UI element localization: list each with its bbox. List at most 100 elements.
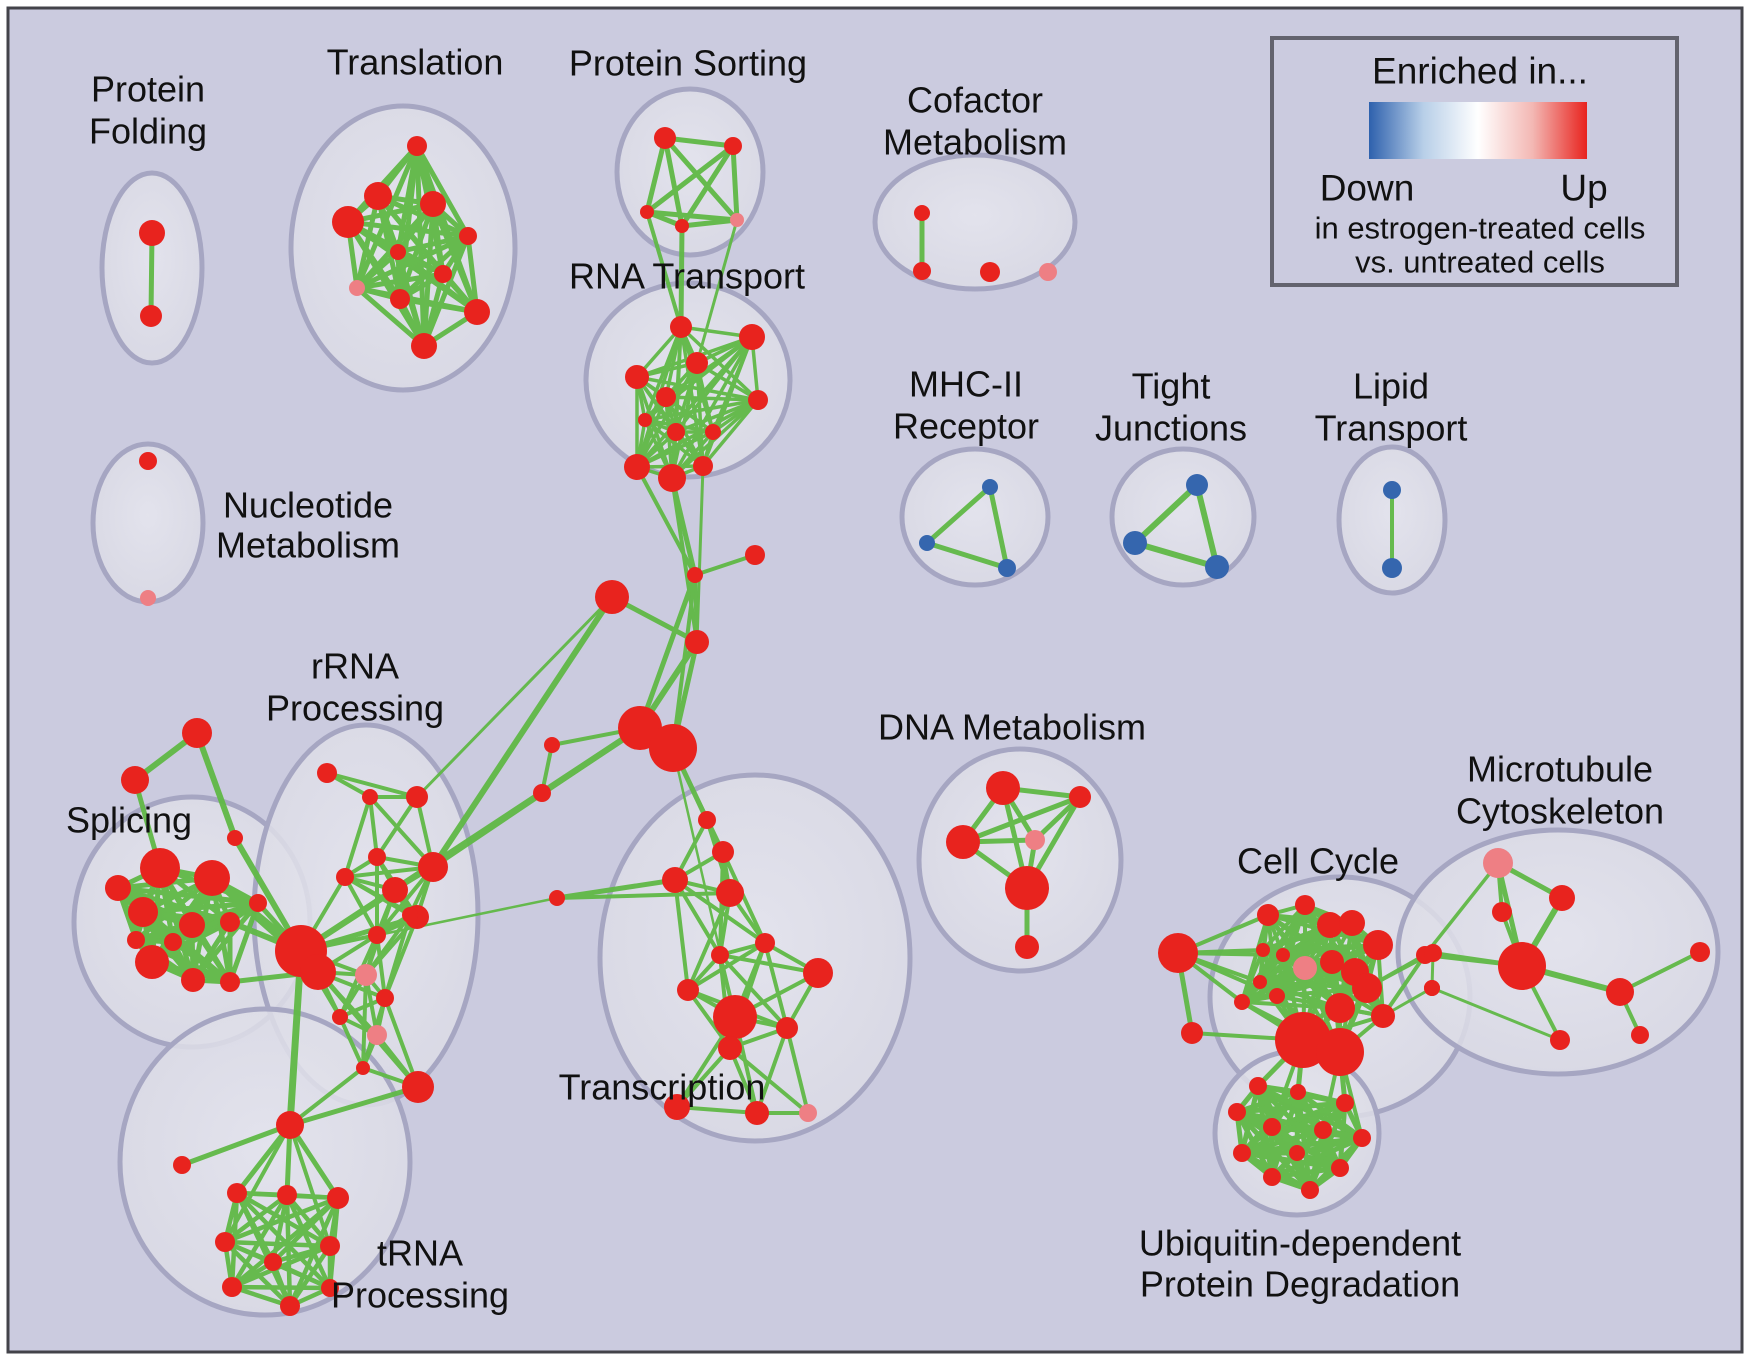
gene-set-node-sp1 bbox=[140, 848, 180, 888]
gene-set-node-dn6 bbox=[1015, 935, 1039, 959]
edge bbox=[286, 947, 305, 1129]
gene-set-node-h3 bbox=[327, 1187, 349, 1209]
gene-set-node-tr5 bbox=[459, 227, 477, 245]
gene-set-node-rr1 bbox=[317, 763, 337, 783]
legend-down-label: Down bbox=[1320, 168, 1415, 209]
cluster-label-lipid-transport: Transport bbox=[1315, 408, 1468, 449]
cluster-label-nucleotide-metabolism: Metabolism bbox=[216, 525, 400, 566]
edge bbox=[395, 249, 480, 315]
edge bbox=[1430, 986, 1562, 1042]
gene-set-node-cf1 bbox=[914, 205, 930, 221]
gene-set-node-ub12 bbox=[1301, 1181, 1319, 1199]
edge bbox=[662, 135, 740, 223]
edge bbox=[960, 794, 1083, 845]
gene-set-node-cn6 bbox=[533, 784, 551, 802]
edge bbox=[223, 1123, 292, 1244]
edge bbox=[635, 465, 697, 577]
edge bbox=[288, 1123, 332, 1248]
edge bbox=[701, 398, 760, 468]
gene-set-node-st3 bbox=[227, 830, 243, 846]
gene-set-node-rt7 bbox=[667, 423, 685, 441]
edge bbox=[343, 875, 379, 937]
gene-set-node-h9 bbox=[321, 1279, 339, 1297]
edge bbox=[222, 1195, 341, 1245]
gene-set-node-cf4 bbox=[1039, 263, 1057, 281]
gene-set-node-rrh2 bbox=[300, 954, 336, 990]
gene-set-node-ps5 bbox=[730, 213, 744, 227]
gene-set-node-cc12 bbox=[1253, 975, 1267, 989]
gene-set-node-mt9 bbox=[1550, 1030, 1570, 1050]
cluster-ellipse-protein-sorting bbox=[614, 86, 766, 258]
edge bbox=[643, 418, 705, 468]
gene-set-node-dn2 bbox=[1069, 786, 1091, 808]
edge bbox=[1258, 980, 1369, 990]
edge bbox=[763, 941, 789, 1030]
edge bbox=[299, 896, 559, 953]
gene-set-node-tj3 bbox=[1205, 555, 1229, 579]
gene-set-node-rt10 bbox=[693, 456, 713, 476]
gene-set-node-pf2 bbox=[140, 305, 162, 327]
gene-set-node-rt1 bbox=[670, 316, 692, 338]
legend-subtitle-line2: vs. untreated cells bbox=[1355, 245, 1605, 280]
gene-set-node-tx6 bbox=[711, 946, 729, 964]
cluster-label-mhc-ii-receptor: MHC-II bbox=[909, 364, 1023, 405]
cluster-label-microtubule-cytoskeleton: Microtubule bbox=[1467, 749, 1653, 790]
gene-set-node-tr8 bbox=[349, 280, 365, 296]
edge bbox=[229, 1192, 290, 1290]
cluster-label-trna-processing: Processing bbox=[331, 1275, 509, 1316]
cluster-label-splicing: Splicing bbox=[66, 800, 192, 841]
edge bbox=[397, 296, 480, 315]
cluster-label-cell-cycle: Cell Cycle bbox=[1237, 841, 1399, 882]
gene-set-node-tx4 bbox=[716, 879, 744, 907]
edge bbox=[354, 285, 427, 349]
gene-set-node-tr3 bbox=[420, 191, 446, 217]
edge bbox=[555, 891, 732, 900]
edge bbox=[368, 795, 435, 869]
gene-set-node-mt7 bbox=[1606, 978, 1634, 1006]
cluster-label-protein-folding: Protein bbox=[91, 69, 205, 110]
edge bbox=[1132, 540, 1220, 570]
legend-gradient-bar bbox=[1369, 102, 1587, 159]
gene-set-node-rt3 bbox=[686, 352, 708, 374]
gene-set-node-sp11 bbox=[127, 931, 145, 949]
gene-set-node-cf2 bbox=[913, 262, 931, 280]
gene-set-node-tl bbox=[173, 1156, 191, 1174]
edge bbox=[1423, 861, 1500, 957]
edge bbox=[670, 476, 699, 644]
edge bbox=[414, 143, 471, 239]
gene-set-node-tx7 bbox=[677, 979, 699, 1001]
gene-set-node-sp2 bbox=[194, 860, 230, 896]
gene-set-node-tx8 bbox=[803, 958, 833, 988]
gene-set-node-ps3 bbox=[640, 205, 654, 219]
edge bbox=[693, 553, 757, 577]
gene-set-node-cc20 bbox=[1181, 1022, 1203, 1044]
gene-set-node-tx10 bbox=[776, 1017, 798, 1039]
edge bbox=[664, 395, 760, 402]
edge bbox=[1269, 1165, 1343, 1180]
edge bbox=[644, 209, 740, 223]
edge bbox=[375, 933, 387, 1000]
cluster-label-ubiquitin-degradation: Protein Degradation bbox=[1140, 1264, 1460, 1305]
gene-set-node-ub8 bbox=[1233, 1144, 1251, 1162]
gene-set-node-rr8 bbox=[418, 852, 448, 882]
legend-title: Enriched in... bbox=[1372, 51, 1588, 92]
edge bbox=[287, 1243, 333, 1309]
gene-set-node-rt2 bbox=[739, 324, 765, 350]
gene-set-node-tr7 bbox=[434, 265, 452, 283]
edge bbox=[755, 1026, 789, 1115]
cluster-ellipse-cofactor-metabolism bbox=[872, 152, 1078, 292]
gene-set-node-mt2 bbox=[1549, 885, 1575, 911]
gene-set-node-rr2 bbox=[362, 789, 378, 805]
edge bbox=[338, 1015, 365, 1070]
edge bbox=[645, 210, 683, 329]
gene-set-node-sp12 bbox=[164, 933, 182, 951]
cluster-label-translation: Translation bbox=[327, 42, 504, 83]
gene-set-node-cc6 bbox=[1363, 930, 1393, 960]
edge bbox=[270, 1259, 333, 1291]
cluster-label-tight-junctions: Tight bbox=[1132, 366, 1211, 407]
gene-set-node-dn5 bbox=[1005, 866, 1049, 910]
cluster-label-ubiquitin-degradation: Ubiquitin-dependent bbox=[1139, 1223, 1461, 1264]
edge bbox=[554, 877, 678, 901]
edge bbox=[644, 135, 668, 215]
